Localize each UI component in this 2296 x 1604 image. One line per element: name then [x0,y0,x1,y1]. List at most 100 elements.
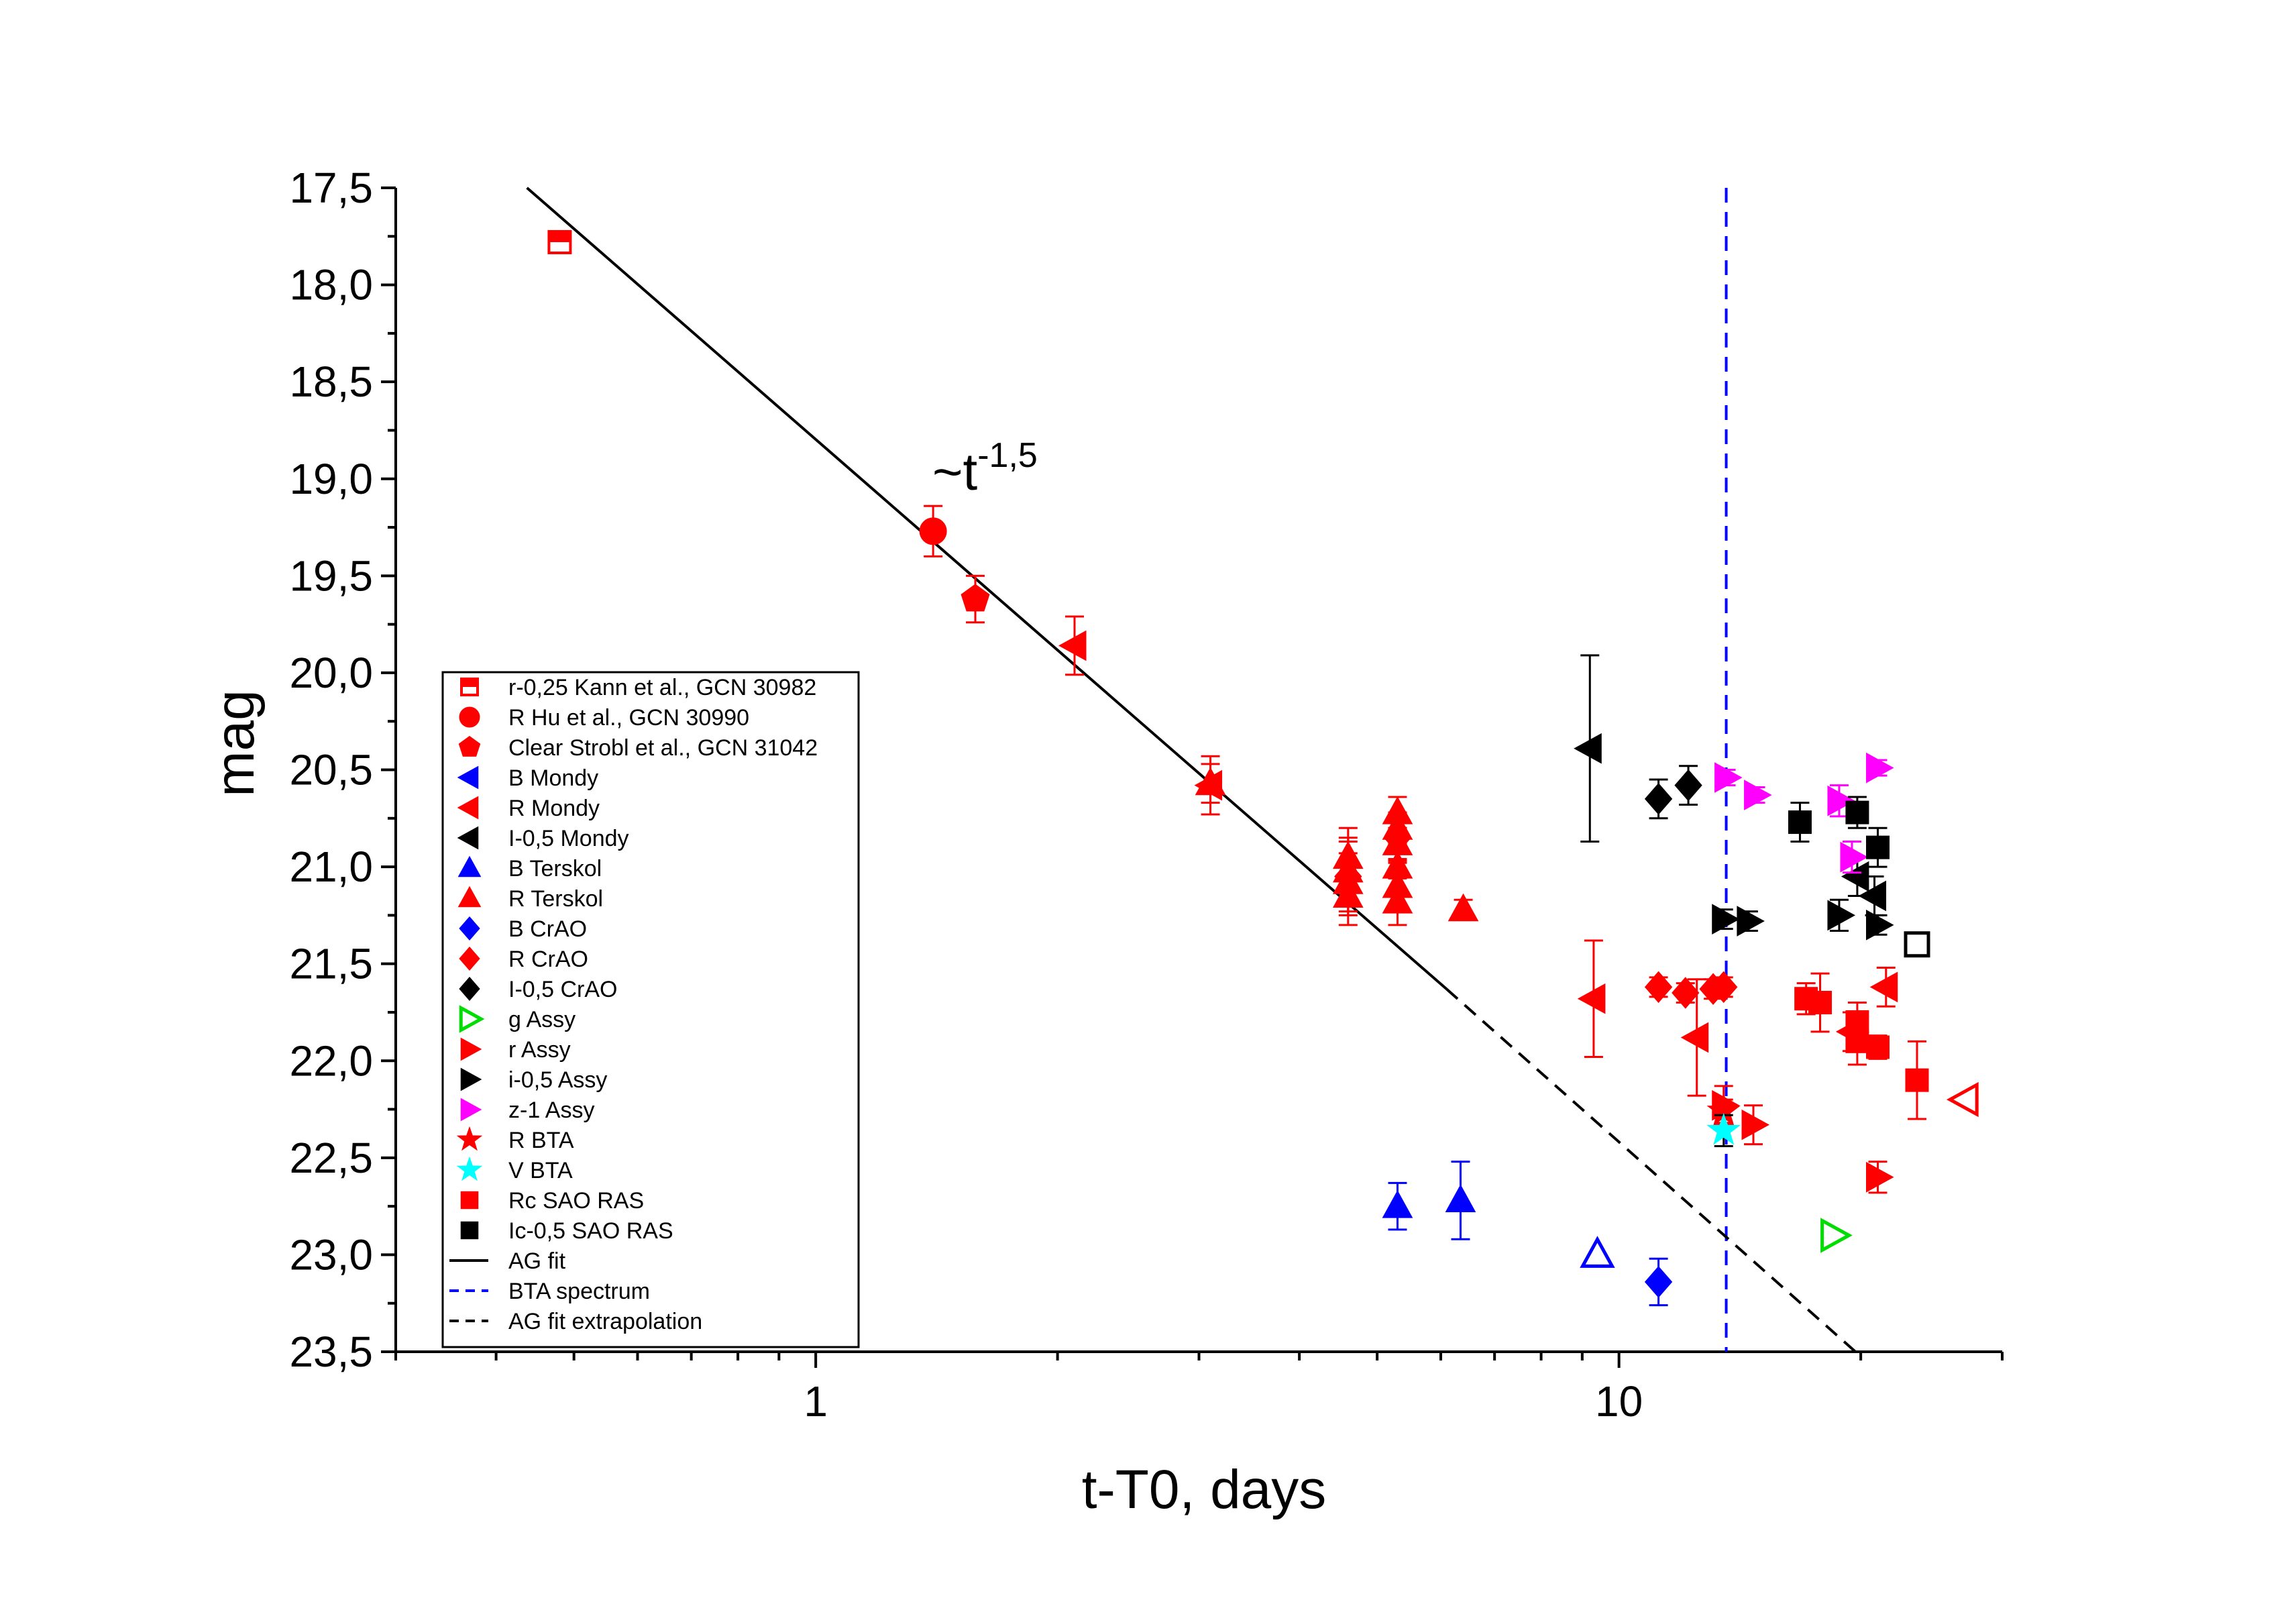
marker-square [460,1191,479,1210]
legend-label: R Terskol [508,886,603,912]
marker-square [1905,1068,1929,1092]
marker-triangle-up [1195,767,1226,796]
annotation-exponent: -1,5 [977,436,1038,475]
marker-triangle-right [1712,904,1740,935]
marker-circle [459,706,480,728]
marker-square [1788,810,1812,835]
legend-label: Clear Strobl et al., GCN 31042 [508,735,818,761]
marker-triangle-left [1574,733,1602,764]
legend-label: AG fit extrapolation [508,1309,702,1334]
marker-square [1866,835,1890,859]
marker-triangle-right [1840,841,1869,873]
x-axis-ticks: 1 10 [394,1352,2004,1426]
marker-triangle-up [457,855,482,877]
legend-entry: r-0,25 Kann et al., GCN 30982 [460,675,816,700]
legend-entry: R BTA [456,1126,574,1153]
marker-square-half [547,229,572,254]
legend-entry: B Mondy [457,765,598,791]
marker-pentagon [961,584,990,612]
legend-label: V BTA [508,1158,573,1183]
marker-diamond [459,946,480,971]
marker-triangle-left [1058,630,1087,661]
marker-diamond [1644,1266,1673,1298]
x-axis-title: t-T0, days [1082,1459,1327,1520]
legend-label: Rc SAO RAS [508,1188,644,1214]
y-axis-title: mag [205,690,266,797]
data-point [1672,977,1700,1009]
data-point [1866,1034,1890,1060]
legend-label: AG fit [508,1248,566,1274]
data-point [1382,1181,1413,1231]
legend-entry: B CrAO [459,916,587,942]
marker-circle [919,517,947,545]
legend-label: Ic-0,5 SAO RAS [508,1218,673,1244]
marker-triangle-right [1866,752,1894,784]
marker-triangle-up [1445,1184,1476,1212]
legend-label: B CrAO [508,916,587,942]
legend-entry: AG fit [449,1248,566,1274]
marker-triangle-right [1827,900,1855,931]
legend-entry: B Terskol [457,855,602,881]
data-point [1644,778,1673,820]
data-point [1712,904,1740,935]
fit-line-ag-fit-extrapolation [1445,987,1857,1353]
y-tick-label: 22,0 [289,1036,373,1085]
marker-square-top [461,679,478,687]
legend-entry: z-1 Assy [460,1098,594,1123]
data-point [1574,654,1602,843]
y-tick-label: 19,5 [289,551,373,600]
data-point [1383,813,1412,862]
marker-square [1845,800,1869,824]
data-point [1644,1257,1673,1307]
legend-label: i-0,5 Assy [508,1067,607,1093]
data-point [1195,763,1226,804]
marker-triangle-left [457,765,479,790]
marker-triangle-right [1866,1161,1894,1193]
y-tick-label: 21,0 [289,843,373,891]
legend-label: z-1 Assy [508,1098,594,1123]
data-markers [547,229,1979,1307]
marker-diamond [459,916,480,941]
legend-label: B Mondy [508,765,598,791]
annotation-base: ~t [932,442,978,501]
marker-triangle-right [460,1067,482,1091]
marker-pentagon [458,735,481,757]
legend-entry: I-0,5 Mondy [457,826,629,851]
data-point [1382,877,1413,926]
data-point [1058,615,1087,676]
marker-diamond [1383,821,1412,854]
data-point [1866,752,1894,784]
marker-triangle-right [459,1005,485,1033]
marker-square [460,1221,479,1240]
marker-diamond [1334,860,1362,893]
data-point [1445,1161,1476,1240]
legend-label: R Hu et al., GCN 30990 [508,705,749,731]
data-point [1947,1081,1979,1118]
data-point [1866,826,1890,868]
data-point [1447,893,1479,922]
marker-diamond [1674,769,1702,802]
data-point [1904,931,1930,958]
marker-triangle-left [1858,880,1887,912]
legend-label: I-0,5 CrAO [508,977,617,1002]
marker-triangle-up [1580,1236,1615,1268]
legend-entry: R Mondy [457,796,600,821]
data-point [1866,1161,1894,1194]
legend-entry: I-0,5 CrAO [459,976,617,1002]
data-point [1905,1040,1929,1120]
y-tick-label: 17,5 [289,164,373,212]
legend-label: R CrAO [508,947,588,972]
data-point [1840,840,1869,874]
legend-label: r Assy [508,1037,571,1063]
legend-entry: Clear Strobl et al., GCN 31042 [458,735,818,761]
legend-label: BTA spectrum [508,1279,650,1304]
y-tick-label: 23,0 [289,1230,373,1279]
marker-triangle-left [1577,983,1606,1014]
data-point [547,229,572,254]
data-point [1741,1104,1770,1146]
data-point [1580,1236,1615,1268]
marker-triangle-right [1866,909,1894,941]
data-point [1680,978,1709,1097]
marker-triangle-left [457,796,479,820]
